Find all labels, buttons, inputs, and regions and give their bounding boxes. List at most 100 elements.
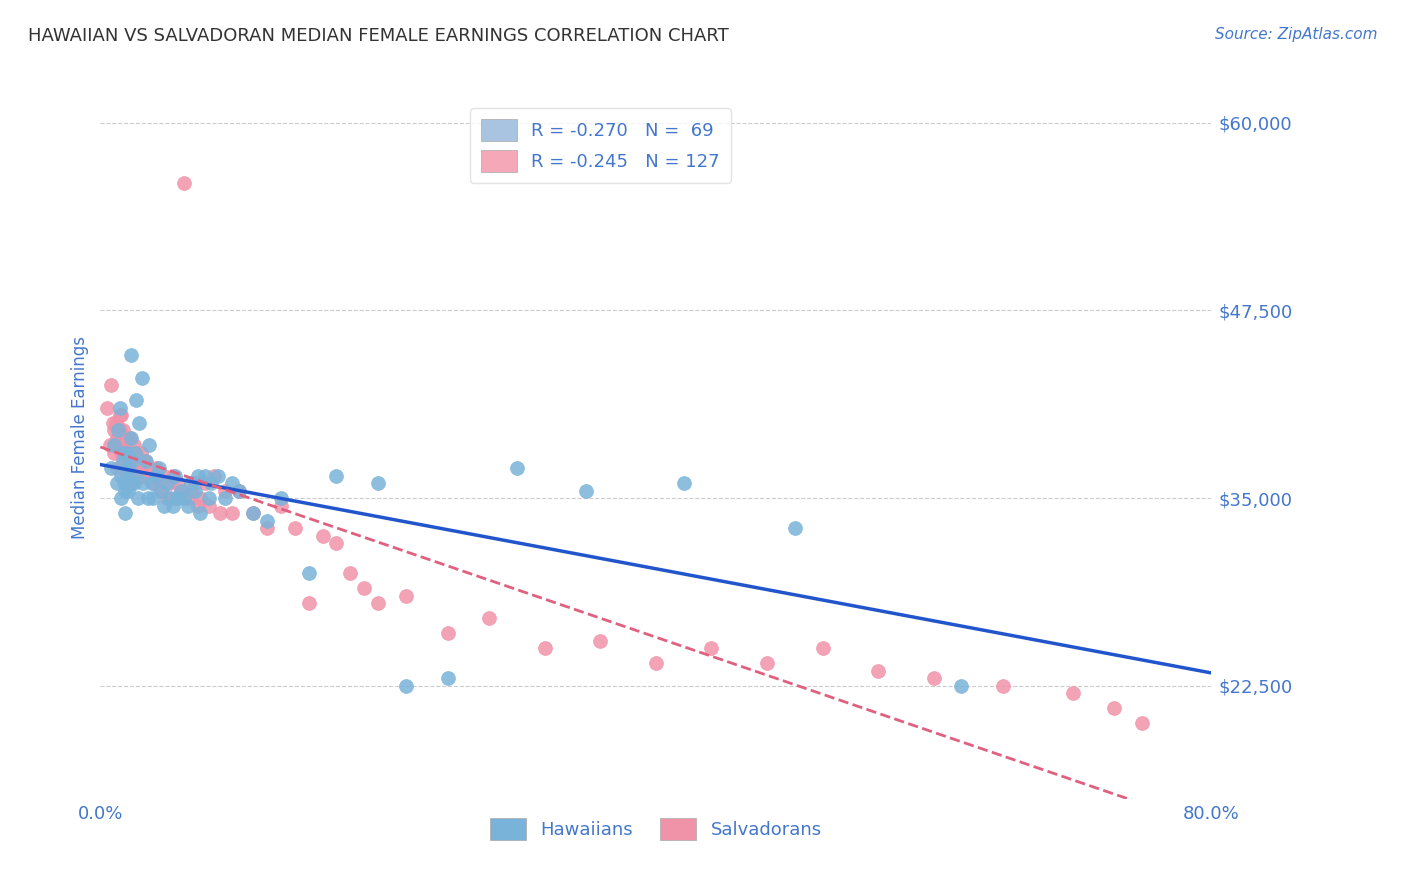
Point (1201, 822, 1223, 836)
Point (142, 476, 165, 491)
Point (1201, 837, 1223, 851)
Point (256, 514, 278, 528)
Point (153, 468, 176, 483)
Point (197, 499, 219, 513)
Point (103, 438, 125, 452)
Point (184, 476, 207, 491)
Point (153, 499, 176, 513)
Point (1201, 822, 1223, 836)
Point (117, 446, 139, 460)
Point (1201, 822, 1223, 836)
Point (125, 393, 148, 408)
Point (284, 521, 307, 535)
Point (114, 483, 136, 498)
Point (325, 536, 347, 550)
Point (1201, 837, 1223, 851)
Point (1199, 829, 1222, 843)
Point (122, 476, 145, 491)
Point (180, 476, 202, 491)
Point (107, 438, 129, 452)
Point (200, 476, 222, 491)
Point (1201, 829, 1223, 843)
Point (120, 348, 142, 362)
Point (114, 506, 136, 520)
Point (115, 468, 138, 483)
Point (136, 491, 159, 505)
Point (118, 431, 141, 445)
Point (1201, 829, 1223, 843)
Point (1187, 814, 1209, 828)
Point (141, 476, 163, 491)
Point (478, 611, 501, 625)
Point (138, 461, 160, 475)
Point (128, 416, 150, 430)
Point (589, 633, 612, 648)
Point (167, 491, 190, 505)
Point (214, 491, 236, 505)
Point (177, 491, 200, 505)
Point (367, 476, 389, 491)
Point (221, 506, 243, 520)
Point (1201, 837, 1223, 851)
Point (110, 431, 132, 445)
Point (270, 491, 292, 505)
Point (122, 438, 145, 452)
Point (107, 431, 129, 445)
Point (150, 483, 173, 498)
Point (950, 679, 973, 693)
Point (187, 499, 209, 513)
Point (105, 431, 128, 445)
Point (256, 521, 278, 535)
Point (131, 371, 153, 385)
Point (1130, 716, 1153, 731)
Point (115, 431, 138, 445)
Point (127, 491, 149, 505)
Point (436, 626, 458, 640)
Point (128, 468, 150, 483)
Point (145, 461, 167, 475)
Point (132, 468, 155, 483)
Point (103, 446, 125, 460)
Point (104, 438, 127, 452)
Point (1201, 837, 1223, 851)
Point (207, 468, 229, 483)
Point (96, 401, 118, 415)
Legend: R = -0.270   N =  69, R = -0.245   N = 127: R = -0.270 N = 69, R = -0.245 N = 127 (470, 108, 731, 183)
Point (311, 528, 333, 542)
Point (506, 461, 529, 475)
Point (110, 491, 132, 505)
Point (110, 468, 132, 483)
Point (110, 409, 132, 423)
Point (367, 596, 389, 610)
Point (1201, 822, 1223, 836)
Point (188, 491, 211, 505)
Point (101, 416, 124, 430)
Point (188, 506, 211, 520)
Point (108, 424, 131, 438)
Point (325, 468, 347, 483)
Point (135, 453, 157, 467)
Point (221, 476, 243, 491)
Point (124, 446, 146, 460)
Point (180, 483, 202, 498)
Point (1201, 837, 1223, 851)
Point (124, 461, 146, 475)
Point (107, 424, 129, 438)
Point (100, 461, 122, 475)
Point (156, 491, 179, 505)
Point (124, 468, 146, 483)
Point (112, 476, 135, 491)
Point (436, 671, 458, 685)
Point (1201, 829, 1223, 843)
Point (353, 581, 375, 595)
Point (98, 438, 121, 452)
Point (105, 476, 128, 491)
Point (162, 499, 184, 513)
Point (173, 176, 195, 190)
Point (208, 506, 231, 520)
Point (922, 671, 945, 685)
Point (136, 468, 159, 483)
Point (991, 679, 1014, 693)
Point (700, 641, 723, 656)
Point (115, 446, 138, 460)
